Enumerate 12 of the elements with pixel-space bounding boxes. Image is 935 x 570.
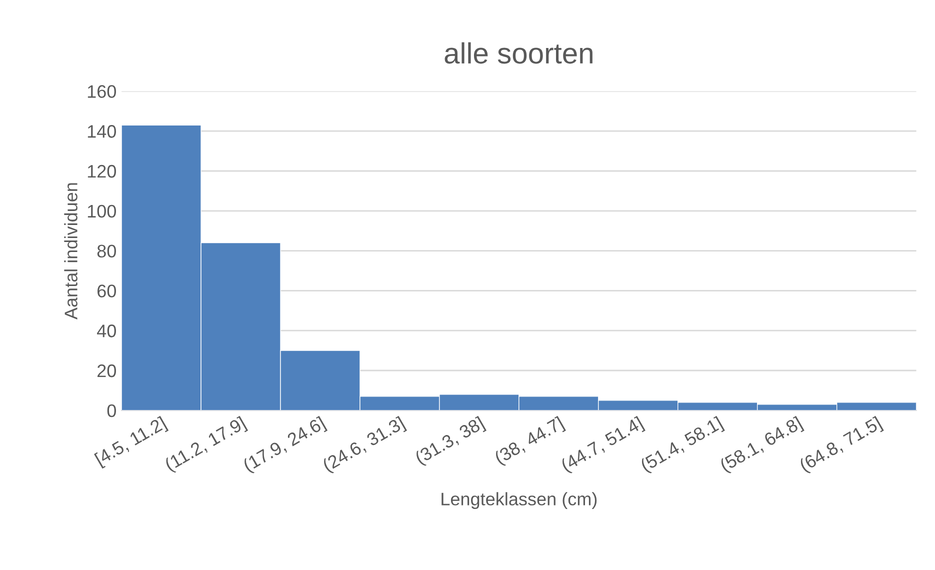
y-tick-label: 100 (88, 204, 116, 218)
y-tick-label: 20 (98, 364, 116, 378)
y-tick-label: 60 (98, 284, 116, 298)
y-tick-label: 120 (88, 164, 116, 178)
y-tick-label: 160 (88, 85, 116, 98)
x-axis-title: Lengteklassen (cm) (442, 492, 597, 510)
y-tick-label: 80 (97, 244, 116, 258)
chart-title: alle soorten (444, 42, 592, 64)
y-tick-label: 140 (88, 125, 116, 138)
y-tick-label: 0 (107, 404, 116, 418)
y-tick-label: 40 (97, 324, 116, 338)
y-axis-title: Aantal individuen (64, 183, 78, 320)
